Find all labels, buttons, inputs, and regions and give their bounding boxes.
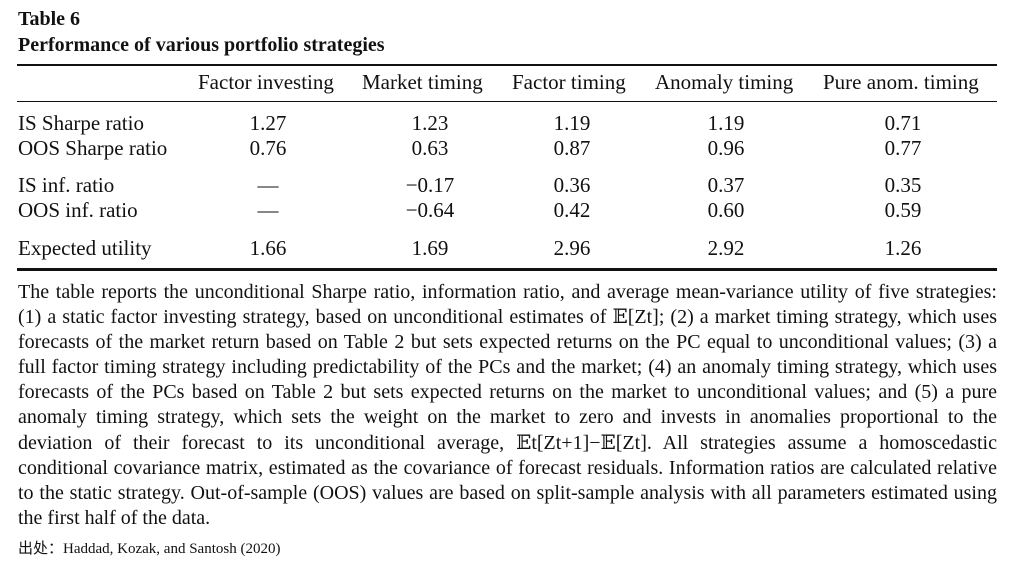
caption-text: The table reports the unconditional Shar… (18, 281, 997, 529)
table-cell: 0.96 (707, 136, 745, 160)
table-cell: 0.63 (411, 136, 449, 160)
source-note: 出处：Haddad, Kozak, and Santosh (2020) (18, 541, 281, 557)
table-cell: 0.71 (884, 111, 922, 135)
table-header-rule (17, 101, 997, 102)
column-header-factor-investing: Factor investing (198, 70, 334, 94)
row-label-oos-sharpe: OOS Sharpe ratio (18, 136, 168, 160)
table-cell: 1.19 (707, 111, 745, 135)
table-cell: 2.96 (553, 236, 591, 260)
row-label-oos-inf: OOS inf. ratio (18, 198, 138, 222)
table-cell: 0.42 (553, 198, 591, 222)
table-cell: 0.60 (707, 198, 745, 222)
table-label: Table 6 (18, 8, 81, 30)
table-cell: — (257, 173, 279, 197)
table-cell: 2.92 (707, 236, 745, 260)
table-cell: −0.17 (405, 173, 455, 197)
table-cell: 0.59 (884, 198, 922, 222)
table-caption: The table reports the unconditional Shar… (18, 280, 997, 531)
table-title: Performance of various portfolio strateg… (18, 34, 385, 56)
table-cell: 1.19 (553, 111, 591, 135)
table-cell: 1.23 (411, 111, 449, 135)
row-label-expected-utility: Expected utility (18, 236, 152, 260)
column-header-factor-timing: Factor timing (512, 70, 626, 94)
table-cell: 0.76 (249, 136, 287, 160)
table-cell: 1.27 (249, 111, 287, 135)
row-label-is-sharpe: IS Sharpe ratio (18, 111, 144, 135)
table-top-rule (17, 64, 997, 66)
row-label-is-inf: IS inf. ratio (18, 173, 115, 197)
column-header-pure-anom-timing: Pure anom. timing (823, 70, 979, 94)
table-cell: 0.87 (553, 136, 591, 160)
table-cell: — (257, 198, 279, 222)
table-cell: 0.37 (707, 173, 745, 197)
table-bottom-rule (17, 268, 997, 271)
column-header-market-timing: Market timing (362, 70, 483, 94)
table-cell: 1.66 (249, 236, 287, 260)
table-cell: −0.64 (405, 198, 455, 222)
column-header-anomaly-timing: Anomaly timing (655, 70, 794, 94)
table-cell: 0.77 (884, 136, 922, 160)
table-cell: 0.36 (553, 173, 591, 197)
table-cell: 0.35 (884, 173, 922, 197)
table-cell: 1.69 (411, 236, 449, 260)
table-cell: 1.26 (884, 236, 922, 260)
